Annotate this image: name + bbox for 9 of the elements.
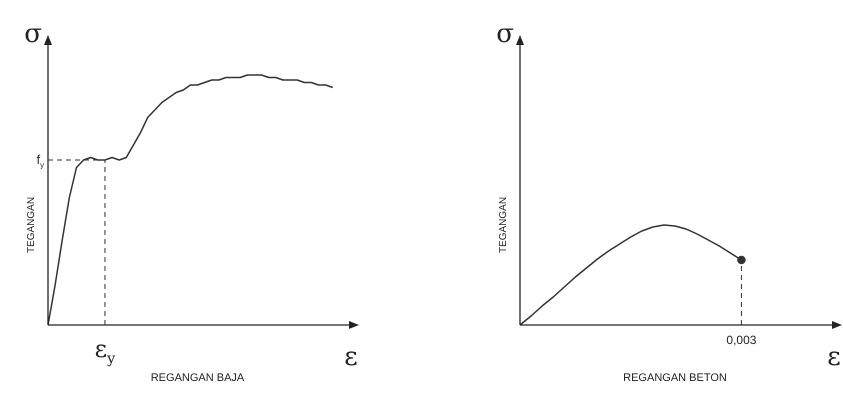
y-axis-title: TEGANGAN — [498, 196, 509, 254]
text: σ — [496, 19, 514, 49]
x-axis-title: REGANGAN BETON — [623, 372, 727, 384]
text: ε — [344, 342, 358, 372]
text: ε — [827, 342, 841, 372]
y-axis-title: TEGANGAN — [26, 196, 37, 254]
text: σ — [24, 19, 42, 49]
x-axis-title: REGANGAN BAJA — [150, 372, 245, 384]
text: 0,003 — [726, 333, 757, 347]
